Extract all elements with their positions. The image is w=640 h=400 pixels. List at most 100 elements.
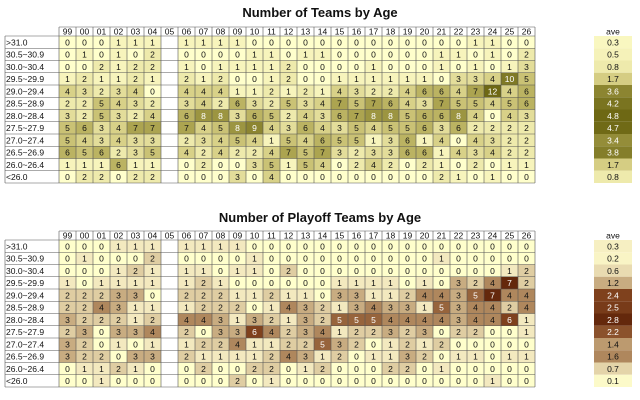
cell-value: 6 — [388, 99, 393, 109]
cell-value: 5 — [354, 123, 359, 133]
ave-cell — [594, 374, 632, 387]
cell-value: 8 — [201, 111, 206, 121]
heatmap-cell — [280, 264, 297, 277]
heatmap-cell — [178, 97, 195, 110]
cell-value: 10 — [505, 74, 515, 84]
heatmap-cell — [93, 36, 110, 49]
cell-value: 2 — [524, 123, 529, 133]
cell-value: 0 — [303, 278, 308, 288]
cell-value: 0 — [235, 50, 240, 60]
heatmap-cell — [59, 350, 76, 363]
heatmap-cell — [212, 289, 229, 302]
cell-value: 0 — [456, 135, 461, 145]
heatmap-cell — [93, 240, 110, 253]
heatmap-cell — [331, 109, 348, 122]
heatmap-cell — [450, 350, 467, 363]
cell-value: 6 — [405, 148, 410, 158]
cell-value: 0 — [388, 172, 393, 182]
heatmap-cell — [178, 85, 195, 98]
heatmap-cell — [399, 60, 416, 73]
ave-cell — [594, 85, 632, 98]
heatmap-cell — [195, 36, 212, 49]
heatmap-cell — [518, 240, 535, 253]
heatmap-cell — [280, 374, 297, 387]
cell-value: 5 — [269, 160, 274, 170]
cell-value: 0 — [524, 364, 529, 374]
heatmap-cell — [246, 301, 263, 314]
heatmap-cell — [76, 350, 93, 363]
heatmap-cell — [263, 264, 280, 277]
cell-value: 0 — [269, 278, 274, 288]
cell-value: 3 — [320, 111, 325, 121]
cell-value: 0 — [286, 50, 291, 60]
cell-value: 0 — [490, 62, 495, 72]
cell-value: 2 — [82, 315, 87, 325]
cell-value: 2 — [99, 62, 104, 72]
heatmap-cell — [263, 146, 280, 159]
heatmap-cell — [399, 36, 416, 49]
heatmap-cell — [110, 72, 127, 85]
cell-value: 1 — [116, 37, 121, 47]
heatmap-cell — [297, 48, 314, 61]
heatmap-cell — [501, 85, 518, 98]
heatmap-cell — [314, 289, 331, 302]
heatmap-cell — [467, 36, 484, 49]
heatmap-cell — [382, 121, 399, 134]
cell-value: 3 — [456, 74, 461, 84]
cell-value: 3 — [524, 62, 529, 72]
heatmap-cell — [348, 252, 365, 265]
cell-value: 5 — [65, 123, 70, 133]
cell-value: 0 — [490, 111, 495, 121]
cell-value: 0 — [354, 50, 359, 60]
heatmap-cell — [263, 36, 280, 49]
cell-value: 2 — [524, 135, 529, 145]
cell-value: 0 — [388, 241, 393, 251]
cell-value: 0 — [303, 266, 308, 276]
cell-value: 2 — [235, 303, 240, 313]
cell-value: 0 — [218, 172, 223, 182]
cell-value: 2 — [269, 364, 274, 374]
heatmap-cell — [416, 350, 433, 363]
cell-value: 1 — [371, 278, 376, 288]
heatmap-cell — [144, 36, 161, 49]
heatmap-cell — [399, 362, 416, 375]
heatmap-cell — [382, 289, 399, 302]
heatmap-cell — [416, 313, 433, 326]
cell-value: 0 — [269, 254, 274, 264]
heatmap-cell — [331, 48, 348, 61]
heatmap-cell — [127, 134, 144, 147]
cell-value: 1 — [439, 160, 444, 170]
cell-value: 0 — [201, 172, 206, 182]
heatmap-cell — [348, 240, 365, 253]
heatmap-cell — [467, 109, 484, 122]
heatmap-cell — [365, 252, 382, 265]
heatmap-cell — [93, 362, 110, 375]
heatmap-cell — [501, 72, 518, 85]
cell-value: 1 — [269, 62, 274, 72]
column-label: 14 — [318, 27, 328, 37]
cell-value: 0 — [473, 364, 478, 374]
cell-value: 7 — [337, 99, 342, 109]
row-label: 30.5~30.9 — [6, 254, 44, 264]
cell-value: 0 — [65, 50, 70, 60]
heatmap-cell — [263, 97, 280, 110]
cell-value: 1 — [456, 50, 461, 60]
column-label: 06 — [182, 27, 192, 37]
cell-value: 7 — [133, 123, 138, 133]
heatmap-cell — [297, 362, 314, 375]
cell-value: 0 — [507, 327, 512, 337]
heatmap-cell — [93, 289, 110, 302]
ave-cell — [594, 252, 632, 265]
heatmap-cell — [450, 301, 467, 314]
ave-value: 1.7 — [607, 74, 619, 84]
cell-value: 2 — [371, 86, 376, 96]
heatmap-cell — [76, 338, 93, 351]
cell-value: 2 — [422, 160, 427, 170]
cell-value: 1 — [184, 266, 189, 276]
cell-value: 0 — [252, 74, 257, 84]
heatmap-cell — [297, 374, 314, 387]
heatmap-cell — [416, 325, 433, 338]
cell-value: 1 — [371, 135, 376, 145]
cell-value: 6 — [439, 86, 444, 96]
